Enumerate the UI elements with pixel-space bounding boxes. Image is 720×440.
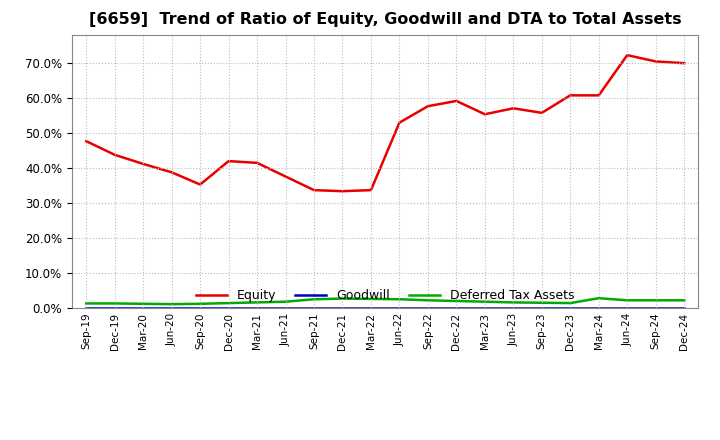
Goodwill xyxy=(537,305,546,311)
Goodwill xyxy=(566,305,575,311)
Equity xyxy=(480,112,489,117)
Goodwill xyxy=(452,305,461,311)
Deferred Tax Assets xyxy=(652,298,660,303)
Equity xyxy=(253,160,261,165)
Line: Deferred Tax Assets: Deferred Tax Assets xyxy=(86,298,684,304)
Deferred Tax Assets xyxy=(366,296,375,301)
Goodwill xyxy=(139,305,148,311)
Equity xyxy=(537,110,546,115)
Goodwill xyxy=(110,305,119,311)
Deferred Tax Assets xyxy=(82,301,91,306)
Goodwill xyxy=(680,305,688,311)
Line: Equity: Equity xyxy=(86,55,684,191)
Equity xyxy=(82,139,91,144)
Equity xyxy=(338,189,347,194)
Equity xyxy=(139,161,148,167)
Equity xyxy=(595,93,603,98)
Equity xyxy=(652,59,660,64)
Deferred Tax Assets xyxy=(395,297,404,302)
Equity xyxy=(566,93,575,98)
Goodwill xyxy=(595,305,603,311)
Title: [6659]  Trend of Ratio of Equity, Goodwill and DTA to Total Assets: [6659] Trend of Ratio of Equity, Goodwil… xyxy=(89,12,682,27)
Goodwill xyxy=(310,305,318,311)
Deferred Tax Assets xyxy=(537,300,546,305)
Deferred Tax Assets xyxy=(310,297,318,302)
Equity xyxy=(366,187,375,193)
Equity xyxy=(310,187,318,193)
Deferred Tax Assets xyxy=(680,298,688,303)
Equity xyxy=(423,103,432,109)
Goodwill xyxy=(623,305,631,311)
Goodwill xyxy=(82,305,91,311)
Deferred Tax Assets xyxy=(139,301,148,306)
Deferred Tax Assets xyxy=(595,296,603,301)
Deferred Tax Assets xyxy=(480,299,489,304)
Goodwill xyxy=(167,305,176,311)
Goodwill xyxy=(366,305,375,311)
Deferred Tax Assets xyxy=(509,300,518,305)
Equity xyxy=(196,182,204,187)
Deferred Tax Assets xyxy=(110,301,119,306)
Deferred Tax Assets xyxy=(196,301,204,306)
Goodwill xyxy=(338,305,347,311)
Goodwill xyxy=(282,305,290,311)
Deferred Tax Assets xyxy=(282,299,290,304)
Equity xyxy=(623,52,631,58)
Equity xyxy=(282,174,290,179)
Equity xyxy=(225,158,233,164)
Goodwill xyxy=(423,305,432,311)
Goodwill xyxy=(196,305,204,311)
Deferred Tax Assets xyxy=(623,298,631,303)
Deferred Tax Assets xyxy=(566,301,575,306)
Goodwill xyxy=(395,305,404,311)
Deferred Tax Assets xyxy=(253,300,261,305)
Equity xyxy=(395,120,404,125)
Deferred Tax Assets xyxy=(452,298,461,304)
Equity xyxy=(167,170,176,175)
Deferred Tax Assets xyxy=(423,298,432,303)
Equity xyxy=(680,61,688,66)
Goodwill xyxy=(652,305,660,311)
Goodwill xyxy=(253,305,261,311)
Legend: Equity, Goodwill, Deferred Tax Assets: Equity, Goodwill, Deferred Tax Assets xyxy=(191,284,580,307)
Equity xyxy=(509,106,518,111)
Equity xyxy=(452,98,461,103)
Goodwill xyxy=(509,305,518,311)
Deferred Tax Assets xyxy=(167,301,176,307)
Goodwill xyxy=(480,305,489,311)
Goodwill xyxy=(225,305,233,311)
Deferred Tax Assets xyxy=(338,296,347,301)
Deferred Tax Assets xyxy=(225,301,233,306)
Equity xyxy=(110,152,119,158)
